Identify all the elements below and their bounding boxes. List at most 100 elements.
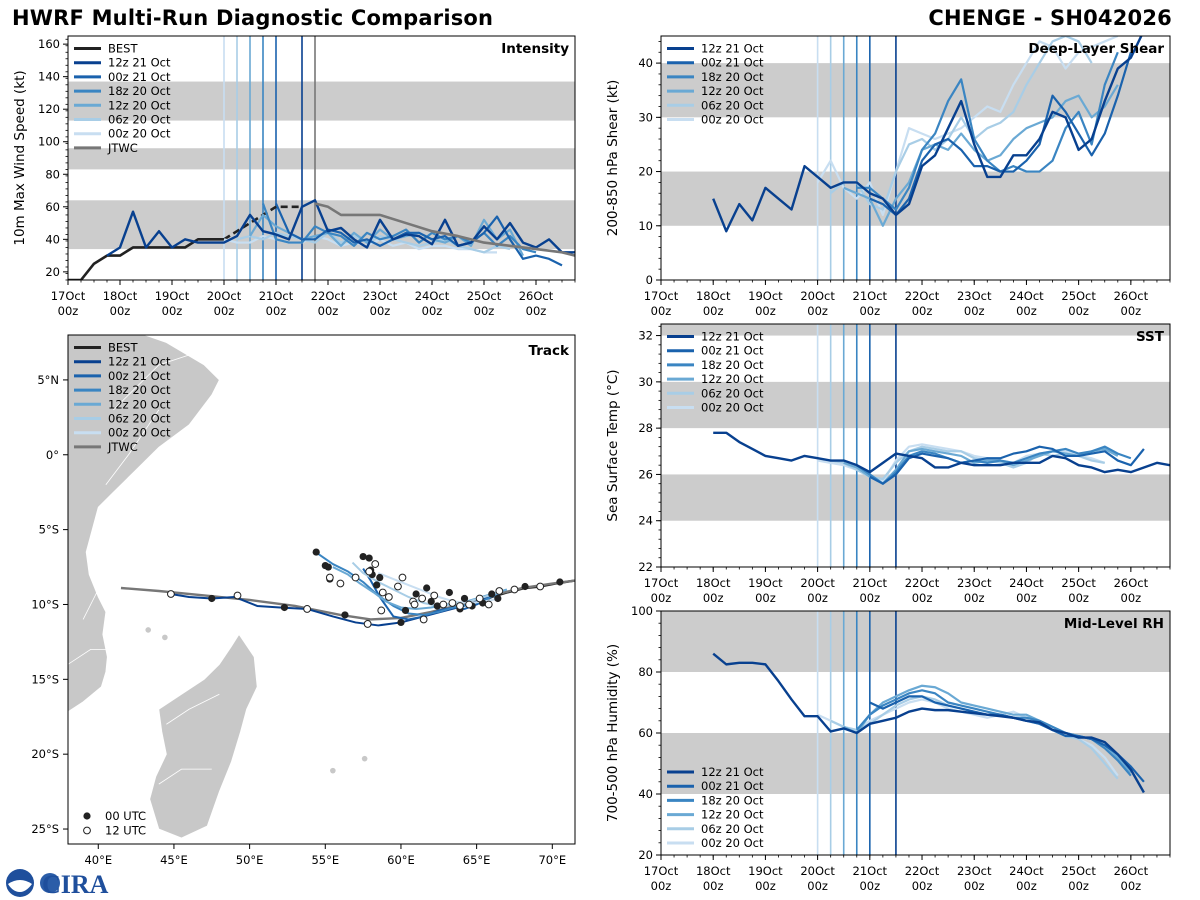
sst-xtick-label: 18Oct <box>696 576 731 590</box>
shear-ytick-label: 20 <box>638 165 653 179</box>
intensity-band <box>68 81 575 121</box>
sst-ytick-label: 26 <box>638 467 653 481</box>
rh-panel-title: Mid-Level RH <box>1064 616 1164 632</box>
intensity-xtick-label: 17Oct <box>51 289 86 303</box>
rh-xtick-label: 25Oct <box>1061 864 1096 878</box>
logo-text: CIRA <box>42 870 109 898</box>
intensity-ylabel: 10m Max Wind Speed (kt) <box>12 70 28 245</box>
track-marker-00utc <box>280 603 289 612</box>
intensity-xtick-label: 20Oct <box>207 289 242 303</box>
island-land <box>330 767 336 774</box>
track-legend-label: JTWC <box>107 440 138 454</box>
sst-panel: 22242628303217Oct00z18Oct00z19Oct00z20Oc… <box>605 323 1171 605</box>
rh-xtick-label-hour: 00z <box>703 879 724 893</box>
track-marker-12utc <box>394 582 402 591</box>
sst-xtick-label: 21Oct <box>853 576 888 590</box>
shear-frame <box>660 35 1171 281</box>
track-marker-00utc <box>488 590 496 598</box>
track-marker-12utc <box>475 594 484 603</box>
track-marker-00utc <box>423 584 431 592</box>
sst-ytick-label: 22 <box>638 560 653 574</box>
rh-xtick-label: 18Oct <box>696 864 731 878</box>
intensity-xtick-label-hour: 00z <box>422 304 443 318</box>
sst-ytick-label: 24 <box>638 514 653 528</box>
track-ytick-label: 5°N <box>37 373 59 387</box>
track-xtick-label: 60°E <box>387 853 415 867</box>
track-xtick-label: 45°E <box>160 853 188 867</box>
rh-xtick-label-hour: 00z <box>964 879 985 893</box>
track-marker-00utc <box>494 594 502 603</box>
sst-panel-title: SST <box>1136 329 1165 345</box>
shear-xtick-label: 22Oct <box>905 289 940 303</box>
shear-xtick-label-hour: 00z <box>703 304 724 318</box>
shear-xtick-label: 26Oct <box>1114 289 1149 303</box>
rh-xtick-label-hour: 00z <box>1016 879 1037 893</box>
intensity-ytick-label: 120 <box>38 102 60 116</box>
track-marker-00utc <box>445 588 453 597</box>
track-marker-12utc <box>536 582 545 591</box>
track-marker-12utc <box>371 560 380 568</box>
rh-xtick-label-hour: 00z <box>1121 879 1142 893</box>
rh-ytick-label: 100 <box>631 604 653 618</box>
rh-ytick-label: 20 <box>638 848 653 862</box>
intensity-panel-title: Intensity <box>501 41 569 57</box>
shear-ytick-label: 0 <box>646 273 653 287</box>
track-legend-label: BEST <box>108 341 138 355</box>
border-line <box>113 349 205 411</box>
track-legend-label: 12z 21 Oct <box>108 355 171 369</box>
intensity-xtick-label: 24Oct <box>415 289 450 303</box>
intensity-xtick-label-hour: 00z <box>474 304 495 318</box>
border-line <box>105 409 160 485</box>
track-marker-12utc <box>465 600 473 609</box>
intensity-legend-label: 00z 20 Oct <box>108 127 171 141</box>
track-marker-12utc <box>430 591 439 600</box>
sst-xtick-label: 25Oct <box>1061 576 1096 590</box>
shear-xtick-label-hour: 00z <box>859 304 880 318</box>
shear-xtick-label-hour: 00z <box>964 304 985 318</box>
track-marker-12utc <box>419 615 428 624</box>
track-marker-00utc <box>359 552 367 561</box>
track-marker-legend-00utc <box>83 812 91 820</box>
border-line <box>158 768 212 785</box>
intensity-frame <box>67 35 576 281</box>
intensity-xtick-label: 25Oct <box>467 289 502 303</box>
rh-legend-label: 12z 21 Oct <box>701 765 764 779</box>
sst-xtick-label-hour: 00z <box>912 591 933 605</box>
rh-legend-label: 18z 20 Oct <box>701 793 764 807</box>
sst-series-12z-21-oct <box>713 431 1170 474</box>
border-line <box>90 499 144 545</box>
sst-xtick-label-hour: 00z <box>651 591 672 605</box>
shear-xtick-label-hour: 00z <box>755 304 776 318</box>
track-ytick-label: 5°S <box>39 523 59 537</box>
track-marker-legend-label: 12 UTC <box>105 824 146 838</box>
shear-xtick-label: 20Oct <box>800 289 835 303</box>
rh-legend-label: 12z 20 Oct <box>701 808 764 822</box>
intensity-ytick-label: 160 <box>38 37 60 51</box>
track-xtick-label: 55°E <box>311 853 339 867</box>
rh-xtick-label: 17Oct <box>644 864 679 878</box>
africa-land <box>68 335 220 719</box>
sst-xtick-label: 24Oct <box>1009 576 1044 590</box>
shear-legend-label: 18z 20 Oct <box>701 70 764 84</box>
track-marker-00utc <box>312 548 320 556</box>
intensity-legend-label: JTWC <box>107 141 138 155</box>
track-ytick-label: 25°S <box>31 822 59 836</box>
sst-xtick-label: 22Oct <box>905 576 940 590</box>
track-marker-00utc <box>324 563 332 571</box>
storm-title: CHENGE - SH042026 <box>928 6 1172 30</box>
rh-xtick-label: 24Oct <box>1009 864 1044 878</box>
track-marker-12utc <box>384 593 393 601</box>
track-xtick-label: 50°E <box>236 853 264 867</box>
sst-xtick-label: 17Oct <box>644 576 679 590</box>
track-marker-12utc <box>495 587 504 595</box>
track-marker-00utc <box>460 594 469 603</box>
track-marker-12utc <box>303 605 312 613</box>
sst-ytick-label: 32 <box>638 329 653 343</box>
track-ytick-label: 20°S <box>31 747 59 761</box>
track-marker-12utc <box>484 600 493 609</box>
track-marker-12utc <box>365 567 374 576</box>
track-marker-00utc <box>521 582 529 591</box>
sst-ylabel: Sea Surface Temp (°C) <box>605 369 621 521</box>
sst-xtick-label-hour: 00z <box>807 591 828 605</box>
